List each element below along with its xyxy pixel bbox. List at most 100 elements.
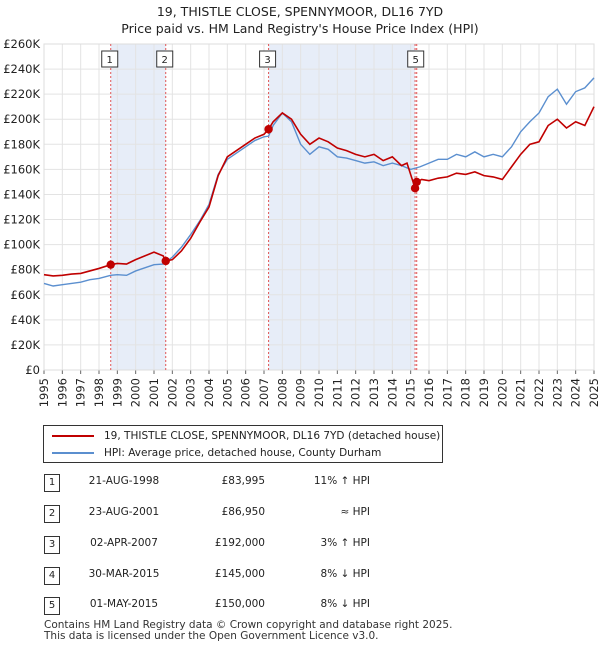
x-tick-label: 2007 bbox=[257, 378, 271, 407]
x-tick-label: 2025 bbox=[587, 378, 600, 407]
footer: Contains HM Land Registry data © Crown c… bbox=[44, 620, 452, 642]
footer-copyright: Contains HM Land Registry data © Crown c… bbox=[44, 619, 453, 631]
x-tick-label: 1997 bbox=[74, 378, 88, 407]
sale-price: £192,000 bbox=[214, 537, 265, 549]
x-tick-label: 2010 bbox=[312, 378, 326, 407]
x-tick-label: 1999 bbox=[110, 378, 124, 407]
x-tick-label: 2023 bbox=[550, 378, 564, 407]
sale-hpi-comparison: 8% ↓ HPI bbox=[320, 568, 370, 580]
sale-number-badge: 3 bbox=[44, 536, 60, 554]
shaded-period bbox=[268, 44, 416, 370]
x-tick-label: 1998 bbox=[92, 378, 106, 407]
y-tick-label: £240K bbox=[3, 62, 40, 76]
legend-swatch-hpi bbox=[52, 452, 94, 454]
sale-hpi-comparison: 8% ↓ HPI bbox=[320, 598, 370, 610]
legend-item-property: 19, THISTLE CLOSE, SPENNYMOOR, DL16 7YD … bbox=[52, 428, 440, 444]
x-tick-label: 2003 bbox=[184, 378, 198, 407]
x-tick-label: 2013 bbox=[367, 378, 381, 407]
x-tick-label: 1996 bbox=[55, 378, 69, 407]
y-tick-label: £120K bbox=[3, 213, 40, 227]
sale-number-badge: 4 bbox=[44, 567, 60, 585]
hpi-line bbox=[43, 77, 595, 287]
sale-point bbox=[106, 260, 115, 269]
x-tick-label: 2018 bbox=[459, 378, 473, 407]
sale-price: £83,995 bbox=[221, 475, 265, 487]
x-tick-label: 2008 bbox=[275, 378, 289, 407]
shaded-period bbox=[110, 44, 166, 370]
y-tick-label: £40K bbox=[11, 313, 41, 327]
sale-number-box bbox=[259, 50, 277, 68]
property-price-line bbox=[43, 106, 595, 277]
x-tick-label: 2012 bbox=[349, 378, 363, 407]
legend-label-property: 19, THISTLE CLOSE, SPENNYMOOR, DL16 7YD … bbox=[104, 430, 441, 442]
x-tick-label: 2015 bbox=[404, 378, 418, 407]
sale-date: 02-APR-2007 bbox=[90, 537, 158, 549]
legend: 19, THISTLE CLOSE, SPENNYMOOR, DL16 7YD … bbox=[43, 425, 443, 463]
y-tick-label: £260K bbox=[3, 37, 40, 51]
sale-point bbox=[412, 177, 421, 187]
sale-hpi-comparison: 11% ↑ HPI bbox=[313, 475, 370, 487]
y-tick-label: £60K bbox=[11, 288, 41, 302]
chart-subtitle: Price paid vs. HM Land Registry's House … bbox=[121, 21, 479, 36]
y-tick-label: £80K bbox=[11, 263, 41, 277]
y-tick-label: £100K bbox=[3, 238, 40, 252]
table-row: 4 30-MAR-2015 £145,000 8% ↓ HPI bbox=[0, 565, 600, 587]
x-tick-label: 2014 bbox=[385, 378, 399, 407]
y-tick-label: £180K bbox=[3, 137, 40, 151]
x-tick-label: 2016 bbox=[422, 378, 436, 407]
x-tick-label: 2001 bbox=[147, 378, 161, 407]
sale-number-badge: 2 bbox=[44, 505, 60, 523]
y-tick-label: £160K bbox=[3, 162, 40, 176]
x-tick-label: 2009 bbox=[294, 378, 308, 407]
legend-swatch-property bbox=[52, 435, 94, 437]
y-tick-label: £200K bbox=[3, 112, 40, 126]
x-tick-label: 2021 bbox=[514, 378, 528, 407]
sale-date: 30-MAR-2015 bbox=[88, 568, 160, 580]
x-tick-label: 2006 bbox=[239, 378, 253, 407]
sale-number-box bbox=[101, 50, 119, 68]
sale-price: £86,950 bbox=[221, 506, 265, 518]
table-row: 2 23-AUG-2001 £86,950 ≈ HPI bbox=[0, 503, 600, 525]
x-tick-label: 2005 bbox=[220, 378, 234, 407]
legend-label-hpi: HPI: Average price, detached house, Coun… bbox=[104, 447, 382, 459]
plot-frame bbox=[43, 43, 595, 371]
x-tick-label: 1995 bbox=[37, 378, 51, 407]
sale-point bbox=[161, 256, 170, 266]
x-tick-label: 2020 bbox=[495, 378, 509, 407]
sale-date: 21-AUG-1998 bbox=[88, 475, 160, 487]
sale-number-badge: 5 bbox=[44, 597, 60, 615]
sale-hpi-comparison: 3% ↑ HPI bbox=[320, 537, 370, 549]
sale-price: £150,000 bbox=[214, 598, 265, 610]
sale-number-label: 1 bbox=[107, 55, 113, 66]
x-tick-label: 2024 bbox=[569, 378, 583, 407]
sale-number-label: 5 bbox=[413, 55, 419, 66]
sale-point bbox=[264, 125, 273, 134]
sale-date: 23-AUG-2001 bbox=[88, 506, 160, 518]
sale-number-box bbox=[156, 50, 174, 68]
footer-licence: This data is licensed under the Open Gov… bbox=[44, 630, 379, 642]
sale-number-box bbox=[407, 50, 425, 68]
legend-item-hpi: HPI: Average price, detached house, Coun… bbox=[52, 445, 381, 461]
chart-title: 19, THISTLE CLOSE, SPENNYMOOR, DL16 7YD bbox=[156, 4, 444, 19]
y-tick-label: £220K bbox=[3, 87, 40, 101]
y-tick-label: £140K bbox=[3, 187, 40, 201]
table-row: 3 02-APR-2007 £192,000 3% ↑ HPI bbox=[0, 534, 600, 556]
x-tick-label: 2017 bbox=[440, 378, 454, 407]
sale-number-badge: 1 bbox=[44, 474, 60, 492]
sale-price: £145,000 bbox=[214, 568, 265, 580]
table-row: 1 21-AUG-1998 £83,995 11% ↑ HPI bbox=[0, 472, 600, 494]
y-tick-label: £20K bbox=[11, 338, 41, 352]
x-tick-label: 2000 bbox=[129, 378, 143, 407]
sale-date: 01-MAY-2015 bbox=[89, 598, 159, 610]
x-tick-label: 2022 bbox=[532, 378, 546, 407]
x-tick-label: 2004 bbox=[202, 378, 216, 407]
table-row: 5 01-MAY-2015 £150,000 8% ↓ HPI bbox=[0, 595, 600, 617]
x-tick-label: 2019 bbox=[477, 378, 491, 407]
x-tick-label: 2011 bbox=[330, 378, 344, 407]
sale-hpi-comparison: ≈ HPI bbox=[340, 506, 370, 518]
sale-number-label: 3 bbox=[264, 55, 270, 66]
y-tick-label: £0 bbox=[25, 363, 40, 377]
sale-number-label: 2 bbox=[162, 55, 168, 66]
x-tick-label: 2002 bbox=[165, 378, 179, 407]
price-chart: £0 £20K £40K £60K £80K £100K £120K £140K £160K £1… bbox=[3, 37, 600, 407]
